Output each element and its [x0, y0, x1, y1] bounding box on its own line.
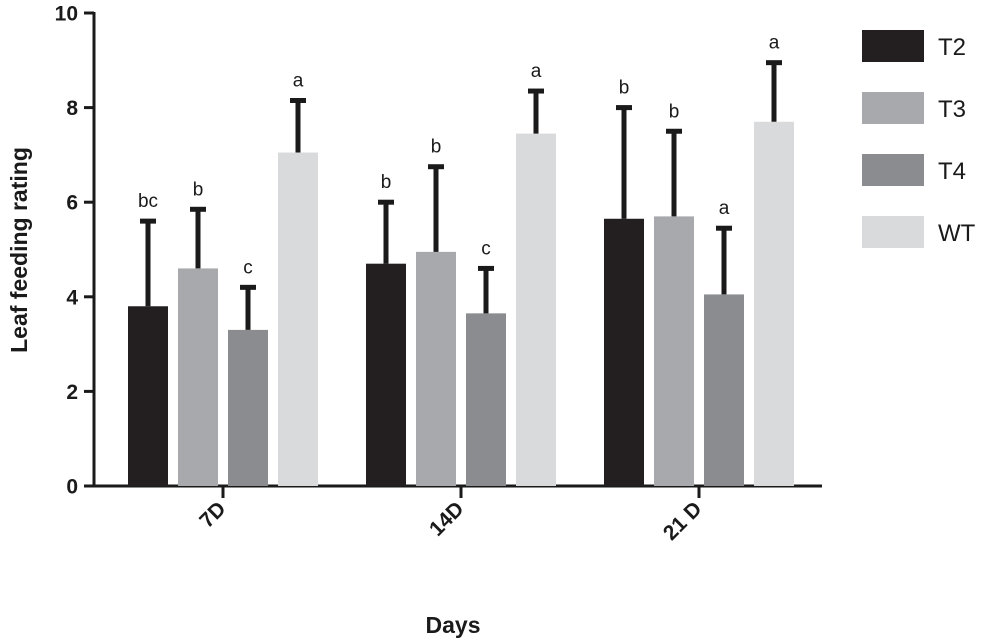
y-axis-title: Leaf feeding rating: [6, 147, 32, 353]
legend-label-t3: T3: [938, 96, 966, 123]
legend-swatch-wt: [862, 216, 924, 248]
legend-label-t4: T4: [938, 158, 966, 185]
significance-label: b: [193, 179, 204, 200]
bar-t4-2: [704, 294, 744, 486]
bar-t3-1: [416, 251, 456, 486]
y-tick-label: 10: [55, 3, 78, 26]
y-tick-label: 6: [66, 192, 78, 215]
legend-label-t2: T2: [938, 34, 966, 61]
significance-label: c: [243, 257, 253, 278]
legend-swatch-t3: [862, 92, 924, 124]
legend-label-wt: WT: [938, 220, 976, 247]
significance-label: b: [381, 172, 392, 193]
legend-swatch-t4: [862, 154, 924, 186]
bar-t3-2: [654, 216, 694, 486]
x-tick-label: 21 D: [659, 497, 707, 545]
bar-t4-0: [228, 329, 268, 486]
significance-label: a: [531, 61, 542, 82]
y-tick-label: 0: [66, 476, 78, 499]
bar-t3-0: [178, 268, 218, 486]
significance-label: b: [669, 101, 680, 122]
x-axis-title: Days: [426, 612, 481, 638]
x-tick-label: 7D: [195, 497, 230, 532]
significance-label: c: [481, 238, 491, 259]
y-tick-label: 4: [66, 286, 78, 309]
bar-wt-0: [278, 152, 318, 486]
significance-label: b: [619, 78, 630, 99]
y-tick-label: 8: [66, 97, 78, 120]
significance-label: a: [719, 198, 730, 219]
y-tick-label: 2: [66, 381, 78, 404]
bar-t2-2: [604, 218, 644, 486]
significance-label: b: [431, 137, 442, 158]
significance-label: bc: [138, 191, 158, 212]
x-tick-label: 14D: [425, 497, 469, 541]
bar-t2-1: [366, 263, 406, 486]
bar-wt-2: [754, 121, 794, 486]
bar-t4-1: [466, 313, 506, 486]
legend-swatch-t2: [862, 30, 924, 62]
bar-wt-1: [516, 133, 556, 487]
significance-label: a: [293, 71, 304, 92]
significance-label: a: [769, 33, 780, 54]
bar-t2-0: [128, 306, 168, 486]
